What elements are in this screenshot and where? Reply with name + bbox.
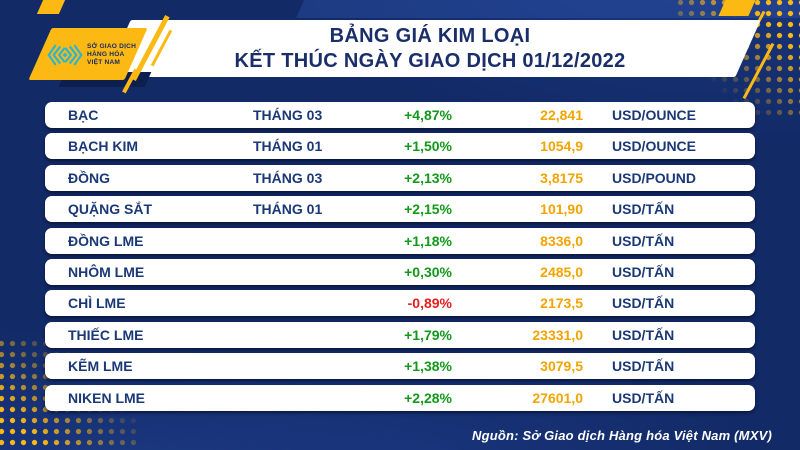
table-row: ĐỒNG THÁNG 03 +2,13% 3,8175 USD/POUND bbox=[45, 164, 755, 191]
mxv-logo: SỞ GIAO DỊCH HÀNG HÓA VIỆT NAM bbox=[46, 32, 142, 78]
price-value: 8336,0 bbox=[540, 232, 583, 249]
table-row: BẠCH KIM THÁNG 01 +1,50% 1054,9 USD/OUNC… bbox=[45, 133, 755, 160]
change-percent: +0,30% bbox=[404, 263, 452, 280]
logo-text-line3: VIỆT NAM bbox=[87, 59, 121, 67]
contract-month: THÁNG 01 bbox=[253, 138, 323, 155]
price-value: 22,841 bbox=[540, 107, 583, 123]
price-value: 1054,9 bbox=[540, 138, 583, 155]
mxv-chevron-icon bbox=[47, 44, 83, 66]
table-row: QUẶNG SẮT THÁNG 01 +2,15% 101,90 USD/TẤN bbox=[45, 196, 755, 223]
price-unit: USD/TẤN bbox=[612, 201, 675, 218]
price-table: BẠC THÁNG 03 +4,87% 22,841 USD/OUNCE BẠC… bbox=[45, 102, 755, 416]
price-unit: USD/TẤN bbox=[612, 295, 675, 312]
price-value: 3079,5 bbox=[540, 358, 583, 375]
table-row: ĐỒNG LME +1,18% 8336,0 USD/TẤN bbox=[45, 227, 755, 254]
change-percent: +2,15% bbox=[404, 201, 452, 218]
metal-name: BẠCH KIM bbox=[68, 138, 138, 155]
table-row: NHÔM LME +0,30% 2485,0 USD/TẤN bbox=[45, 258, 755, 285]
title-line-2: KẾT THÚC NGÀY GIAO DỊCH 01/12/2022 bbox=[234, 50, 626, 72]
metal-name: KẼM LME bbox=[68, 358, 133, 375]
table-row: KẼM LME +1,38% 3079,5 USD/TẤN bbox=[45, 353, 755, 380]
logo-text-line1: SỞ GIAO DỊCH bbox=[87, 42, 137, 50]
title-line-1: BẢNG GIÁ KIM LOẠI bbox=[329, 25, 531, 47]
price-unit: USD/TẤN bbox=[612, 358, 675, 375]
table-row: THIẾC LME +1,79% 23331,0 USD/TẤN bbox=[45, 321, 755, 348]
metal-name: NHÔM LME bbox=[68, 263, 145, 280]
metal-name: QUẶNG SẮT bbox=[68, 201, 152, 218]
table-row: NIKEN LME +2,28% 27601,0 USD/TẤN bbox=[45, 384, 755, 411]
price-value: 23331,0 bbox=[532, 326, 583, 343]
page-title: BẢNG GIÁ KIM LOẠI KẾT THÚC NGÀY GIAO DỊC… bbox=[130, 24, 730, 74]
price-unit: USD/OUNCE bbox=[612, 138, 697, 155]
change-percent: +1,38% bbox=[404, 358, 452, 375]
price-value: 2485,0 bbox=[540, 263, 583, 280]
change-percent: +2,13% bbox=[404, 169, 452, 186]
yellow-corner-shape bbox=[36, 0, 66, 14]
price-unit: USD/TẤN bbox=[612, 389, 675, 406]
price-unit: USD/TẤN bbox=[612, 232, 675, 249]
metal-name: NIKEN LME bbox=[68, 389, 145, 406]
change-percent: +1,18% bbox=[404, 232, 452, 249]
change-percent: -0,89% bbox=[407, 295, 452, 312]
metal-name: BẠC bbox=[68, 107, 99, 123]
price-value: 27601,0 bbox=[532, 389, 583, 406]
metal-name: ĐỒNG bbox=[68, 169, 110, 186]
price-unit: USD/TẤN bbox=[612, 326, 675, 343]
metal-name: CHÌ LME bbox=[68, 295, 126, 312]
price-value: 2173,5 bbox=[540, 295, 583, 312]
price-unit: USD/TẤN bbox=[612, 263, 675, 280]
logo-text: SỞ GIAO DỊCH HÀNG HÓA VIỆT NAM bbox=[87, 43, 136, 68]
source-note: Nguồn: Sở Giao dịch Hàng hóa Việt Nam (M… bbox=[472, 428, 772, 443]
price-value: 101,90 bbox=[540, 201, 583, 218]
contract-month: THÁNG 03 bbox=[253, 169, 323, 186]
logo-text-line2: HÀNG HÓA bbox=[87, 50, 125, 58]
table-row: BẠC THÁNG 03 +4,87% 22,841 USD/OUNCE bbox=[45, 102, 755, 128]
contract-month: THÁNG 03 bbox=[253, 107, 323, 123]
change-percent: +1,79% bbox=[404, 326, 452, 343]
price-unit: USD/OUNCE bbox=[612, 107, 697, 123]
change-percent: +4,87% bbox=[404, 107, 452, 123]
metal-name: ĐỒNG LME bbox=[68, 232, 144, 249]
price-unit: USD/POUND bbox=[612, 169, 697, 186]
metal-name: THIẾC LME bbox=[68, 326, 144, 343]
price-value: 3,8175 bbox=[540, 169, 583, 186]
contract-month: THÁNG 01 bbox=[253, 201, 323, 218]
table-row: CHÌ LME -0,89% 2173,5 USD/TẤN bbox=[45, 290, 755, 317]
change-percent: +1,50% bbox=[404, 138, 452, 155]
change-percent: +2,28% bbox=[404, 389, 452, 406]
